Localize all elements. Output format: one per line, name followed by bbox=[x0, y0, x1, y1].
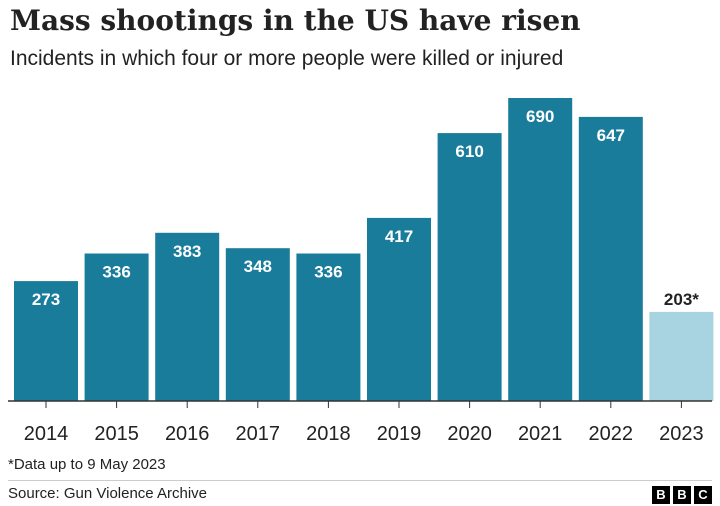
data-label-2020: 610 bbox=[455, 142, 483, 161]
bar-2016 bbox=[155, 232, 220, 401]
data-label-2016: 383 bbox=[173, 242, 201, 261]
tick-label-2022: 2022 bbox=[589, 423, 634, 445]
tick-label-2015: 2015 bbox=[94, 423, 139, 445]
chart-title: Mass shootings in the US have risen bbox=[10, 4, 581, 37]
bar-2019 bbox=[367, 217, 431, 401]
data-label-2015: 336 bbox=[102, 263, 130, 282]
divider bbox=[8, 480, 712, 481]
tick-label-2018: 2018 bbox=[306, 423, 351, 445]
tick-label-2019: 2019 bbox=[377, 423, 422, 445]
chart-subtitle: Incidents in which four or more people w… bbox=[10, 47, 564, 70]
bbc-logo-block: B bbox=[673, 486, 691, 504]
bar-2017 bbox=[225, 248, 290, 401]
data-label-2019: 417 bbox=[385, 227, 413, 246]
bar-2020 bbox=[437, 133, 502, 401]
bar-2021 bbox=[508, 98, 573, 401]
bar-2023 bbox=[649, 311, 714, 401]
bar-2022 bbox=[578, 116, 643, 402]
bar-2015 bbox=[84, 253, 149, 401]
tick-label-2017: 2017 bbox=[236, 423, 281, 445]
bar-chart: 273 2014 336 2015 383 2016 348 2017 336 2018 417 20… bbox=[8, 98, 714, 445]
data-label-2021: 690 bbox=[526, 107, 554, 126]
data-label-2014: 273 bbox=[32, 290, 60, 309]
data-label-2017: 348 bbox=[244, 257, 272, 276]
bbc-logo-block: C bbox=[694, 486, 712, 504]
bbc-logo-block: B bbox=[652, 486, 670, 504]
bar-2018 bbox=[296, 253, 361, 401]
data-label-2022: 647 bbox=[597, 126, 625, 145]
tick-label-2021: 2021 bbox=[518, 423, 563, 445]
tick-label-2014: 2014 bbox=[24, 423, 69, 445]
footnote: *Data up to 9 May 2023 bbox=[8, 456, 166, 473]
data-label-2023: 203* bbox=[664, 290, 699, 309]
tick-label-2016: 2016 bbox=[165, 423, 210, 445]
data-label-2018: 336 bbox=[314, 263, 342, 282]
bar-2014 bbox=[14, 281, 78, 401]
tick-label-2020: 2020 bbox=[447, 423, 492, 445]
source-note: Source: Gun Violence Archive bbox=[8, 485, 208, 502]
tick-label-2023: 2023 bbox=[659, 423, 704, 445]
